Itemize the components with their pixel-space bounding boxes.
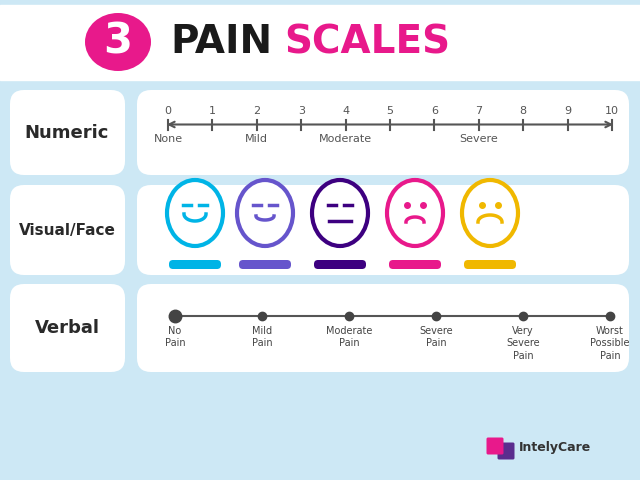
Text: 10: 10	[605, 106, 619, 116]
Text: 5: 5	[387, 106, 394, 116]
Text: Severe: Severe	[460, 134, 498, 144]
FancyBboxPatch shape	[389, 260, 441, 269]
Ellipse shape	[237, 180, 293, 246]
Text: Moderate
Pain: Moderate Pain	[326, 326, 372, 348]
Ellipse shape	[167, 180, 223, 246]
FancyBboxPatch shape	[486, 437, 504, 455]
FancyBboxPatch shape	[10, 90, 125, 175]
Text: 8: 8	[520, 106, 527, 116]
Text: 9: 9	[564, 106, 571, 116]
FancyBboxPatch shape	[464, 260, 516, 269]
Text: IntelyCare: IntelyCare	[519, 442, 591, 455]
Text: SCALES: SCALES	[284, 23, 450, 61]
Ellipse shape	[312, 180, 368, 246]
Text: Numeric: Numeric	[25, 123, 109, 142]
Text: Mild: Mild	[245, 134, 268, 144]
FancyBboxPatch shape	[169, 260, 221, 269]
Ellipse shape	[387, 180, 443, 246]
Text: Severe
Pain: Severe Pain	[419, 326, 453, 348]
Text: Visual/Face: Visual/Face	[19, 223, 115, 238]
Text: 6: 6	[431, 106, 438, 116]
Text: PAIN: PAIN	[170, 23, 272, 61]
Text: 2: 2	[253, 106, 260, 116]
Text: 7: 7	[476, 106, 483, 116]
Text: 1: 1	[209, 106, 216, 116]
Text: No
Pain: No Pain	[164, 326, 186, 348]
Ellipse shape	[462, 180, 518, 246]
FancyBboxPatch shape	[239, 260, 291, 269]
Text: Moderate: Moderate	[319, 134, 372, 144]
FancyBboxPatch shape	[497, 443, 515, 459]
Text: 4: 4	[342, 106, 349, 116]
Bar	[0, 5, 640, 80]
Text: 0: 0	[164, 106, 172, 116]
FancyBboxPatch shape	[314, 260, 366, 269]
FancyBboxPatch shape	[137, 185, 629, 275]
Text: 3: 3	[298, 106, 305, 116]
FancyBboxPatch shape	[10, 185, 125, 275]
Text: 3: 3	[104, 21, 132, 63]
FancyBboxPatch shape	[137, 90, 629, 175]
Text: Mild
Pain: Mild Pain	[252, 326, 272, 348]
Text: Worst
Possible
Pain: Worst Possible Pain	[590, 326, 630, 361]
Text: Verbal: Verbal	[35, 319, 99, 337]
Text: Very
Severe
Pain: Very Severe Pain	[506, 326, 540, 361]
Text: None: None	[154, 134, 182, 144]
FancyBboxPatch shape	[10, 284, 125, 372]
Ellipse shape	[85, 13, 151, 71]
FancyBboxPatch shape	[137, 284, 629, 372]
